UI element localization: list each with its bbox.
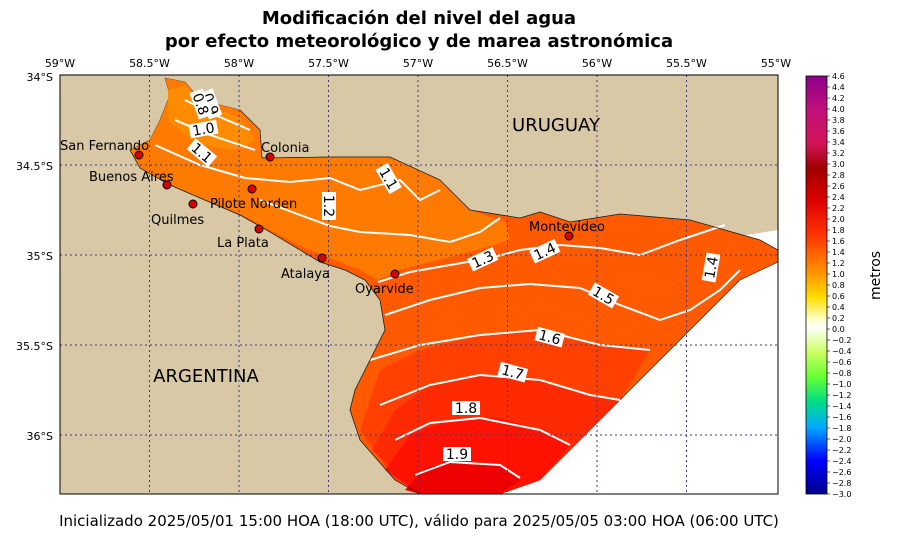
colorbar-title: metros bbox=[868, 250, 884, 300]
contour-label: 1.0 bbox=[191, 120, 216, 140]
colorbar-tick-label: 0.0 bbox=[832, 325, 845, 334]
contour-label: 0.8 bbox=[189, 91, 212, 117]
station-label-quilmes: Quilmes bbox=[151, 213, 204, 228]
station-marker-quilmes bbox=[188, 199, 198, 209]
colorbar-tick-label: 0.6 bbox=[832, 292, 845, 301]
chart-title-line2: por efecto meteorológico y de marea astr… bbox=[164, 31, 674, 52]
lat-tick: 36°S bbox=[27, 430, 53, 443]
station-label-colonia: Colonia bbox=[261, 141, 309, 156]
station-marker-la-plata bbox=[254, 224, 264, 234]
colorbar-tick-label: 1.0 bbox=[832, 270, 845, 279]
colorbar-tick-label: 3.6 bbox=[832, 127, 845, 136]
lon-tick: 58°W bbox=[224, 57, 254, 70]
station-marker-san-fernando bbox=[134, 150, 144, 160]
colorbar-tick-label: 0.2 bbox=[832, 314, 845, 323]
colorbar-tick-label: 0.4 bbox=[832, 303, 845, 312]
region-label-uruguay: URUGUAY bbox=[512, 115, 601, 136]
colorbar-tick-label: −1.4 bbox=[832, 402, 851, 411]
lat-tick: 35.5°S bbox=[16, 340, 53, 353]
contour-label: 1.4 bbox=[702, 255, 722, 280]
station-label-buenos-aires: Buenos Aires bbox=[89, 170, 174, 185]
colorbar-tick-label: −1.0 bbox=[832, 380, 851, 389]
lon-tick-labels: 59°W 58.5°W 58°W 57.5°W 57°W 56.5°W 56°W… bbox=[45, 57, 791, 70]
colorbar-tick-label: 2.6 bbox=[832, 182, 845, 191]
colorbar-tick-label: −2.4 bbox=[832, 457, 851, 466]
colorbar-tick-label: 1.2 bbox=[832, 259, 845, 268]
lon-tick: 56°W bbox=[582, 57, 612, 70]
lat-tick: 34°S bbox=[27, 71, 53, 84]
argentina-coast bbox=[129, 149, 421, 494]
colorbar-tick-label: 0.8 bbox=[832, 281, 845, 290]
lat-tick: 34.5°S bbox=[16, 160, 53, 173]
colorbar-tick-label: 2.8 bbox=[832, 171, 845, 180]
lat-tick-labels: 34°S 34.5°S 35°S 35.5°S 36°S bbox=[16, 71, 53, 443]
station-label-montevideo: Montevideo bbox=[529, 220, 605, 235]
colorbar-tick-label: −3.0 bbox=[832, 490, 851, 499]
chart-title-line1: Modificación del nivel del agua bbox=[261, 8, 577, 29]
colorbar-tick-label: −2.0 bbox=[832, 435, 851, 444]
colorbar-tick-label: −1.2 bbox=[832, 391, 851, 400]
lon-tick: 57°W bbox=[403, 57, 433, 70]
colorbar-tick-label: 4.2 bbox=[832, 94, 845, 103]
colorbar-tick-label: −1.8 bbox=[832, 424, 851, 433]
colorbar-tick-label: −0.6 bbox=[832, 358, 851, 367]
stations: San Fernando Buenos Aires Colonia Pilote… bbox=[60, 139, 605, 297]
colorbar-ticks: 4.6 4.4 4.2 4.0 3.8 3.6 3.4 3.2 3.0 2.8 2.6 2.4 2.2 2… bbox=[827, 72, 851, 499]
colorbar-tick-label: 4.0 bbox=[832, 105, 845, 114]
colorbar-tick-label: 2.0 bbox=[832, 215, 845, 224]
contour-label: 1.8 bbox=[455, 401, 477, 417]
colorbar-tick-label: 3.2 bbox=[832, 149, 845, 158]
contour-label: 1.2 bbox=[320, 195, 336, 217]
station-label-san-fernando: San Fernando bbox=[60, 139, 149, 154]
colorbar-tick-label: 1.4 bbox=[832, 248, 845, 257]
colorbar-tick-label: −2.2 bbox=[832, 446, 851, 455]
colorbar-tick-label: 2.4 bbox=[832, 193, 845, 202]
colorbar-tick-label: −2.6 bbox=[832, 468, 851, 477]
colorbar-tick-label: 3.0 bbox=[832, 160, 845, 169]
lon-tick: 57.5°W bbox=[308, 57, 349, 70]
contour-label: 1.6 bbox=[537, 327, 563, 348]
plot-frame bbox=[59, 74, 779, 495]
colorbar-tick-label: −1.6 bbox=[832, 413, 851, 422]
colorbar-tick-label: 1.8 bbox=[832, 226, 845, 235]
lon-tick: 59°W bbox=[45, 57, 75, 70]
station-marker-atalaya bbox=[317, 253, 327, 263]
station-label-oyarvide: Oyarvide bbox=[355, 282, 414, 297]
station-label-pilote-norden: Pilote Norden bbox=[210, 197, 297, 212]
lon-tick: 55°W bbox=[761, 57, 791, 70]
lon-tick: 55.5°W bbox=[666, 57, 707, 70]
footer-caption: Inicializado 2025/05/01 15:00 HOA (18:00… bbox=[59, 512, 779, 530]
colorbar-tick-label: −0.8 bbox=[832, 369, 851, 378]
region-label-argentina: ARGENTINA bbox=[153, 366, 259, 387]
lat-tick: 35°S bbox=[27, 250, 53, 263]
colorbar-tick-label: 4.4 bbox=[832, 83, 845, 92]
contour-label: 1.9 bbox=[446, 447, 468, 463]
colorbar-tick-label: 3.8 bbox=[832, 116, 845, 125]
colorbar-tick-label: −0.4 bbox=[832, 347, 851, 356]
colorbar-tick-label: 2.2 bbox=[832, 204, 845, 213]
station-label-atalaya: Atalaya bbox=[281, 267, 330, 282]
lon-tick: 56.5°W bbox=[487, 57, 528, 70]
colorbar-tick-label: 4.6 bbox=[832, 72, 845, 81]
station-marker-colonia bbox=[265, 152, 275, 162]
station-marker-oyarvide bbox=[390, 269, 400, 279]
station-marker-montevideo bbox=[564, 231, 574, 241]
lon-tick: 58.5°W bbox=[129, 57, 170, 70]
station-marker-pilote-norden bbox=[247, 184, 257, 194]
colorbar-tick-label: −0.2 bbox=[832, 336, 851, 345]
colorbar-tick-label: 3.4 bbox=[832, 138, 845, 147]
colorbar-tick-label: −2.8 bbox=[832, 479, 851, 488]
station-label-la-plata: La Plata bbox=[217, 236, 269, 251]
colorbar-tick-label: 1.6 bbox=[832, 237, 845, 246]
colorbar bbox=[805, 75, 828, 495]
contour-label: 1.7 bbox=[500, 362, 526, 383]
station-marker-buenos-aires bbox=[162, 180, 172, 190]
